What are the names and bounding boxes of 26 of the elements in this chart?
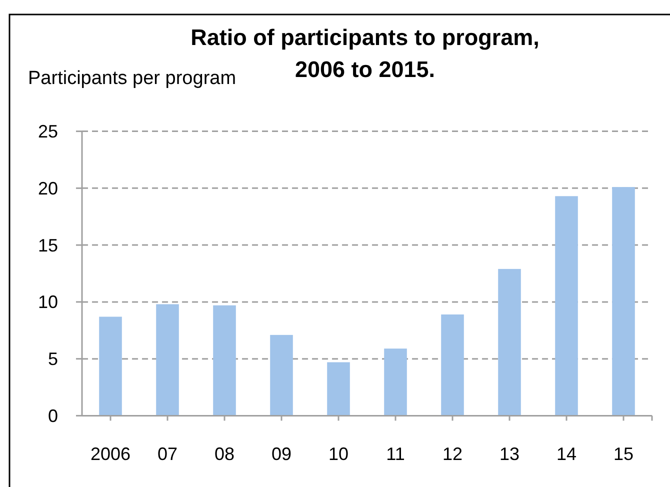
x-tick-label: 10 xyxy=(328,444,349,464)
x-tick-label: 2006 xyxy=(90,444,131,464)
y-tick-label: 0 xyxy=(48,406,58,426)
y-tick-label: 25 xyxy=(38,122,58,142)
x-tick-label: 12 xyxy=(442,444,463,464)
x-tick-label: 11 xyxy=(386,444,405,464)
bar xyxy=(498,268,521,416)
bar xyxy=(327,362,350,416)
x-tick-label: 09 xyxy=(271,444,292,464)
x-tick-label: 14 xyxy=(556,444,577,464)
bar xyxy=(213,305,236,416)
bar xyxy=(99,316,122,416)
x-tick-label: 07 xyxy=(157,444,178,464)
x-tick-label: 08 xyxy=(214,444,235,464)
y-tick-label: 15 xyxy=(38,235,58,256)
y-tick-label: 20 xyxy=(38,178,58,198)
bar xyxy=(270,334,293,416)
y-tick-label: 10 xyxy=(38,292,58,312)
y-tick-label: 5 xyxy=(48,349,58,370)
bar xyxy=(612,187,635,416)
x-tick-label: 13 xyxy=(499,444,520,464)
bar xyxy=(156,304,179,416)
bar xyxy=(384,348,407,416)
x-tick-label: 15 xyxy=(613,444,634,464)
bar xyxy=(555,196,578,416)
bar xyxy=(441,314,464,416)
